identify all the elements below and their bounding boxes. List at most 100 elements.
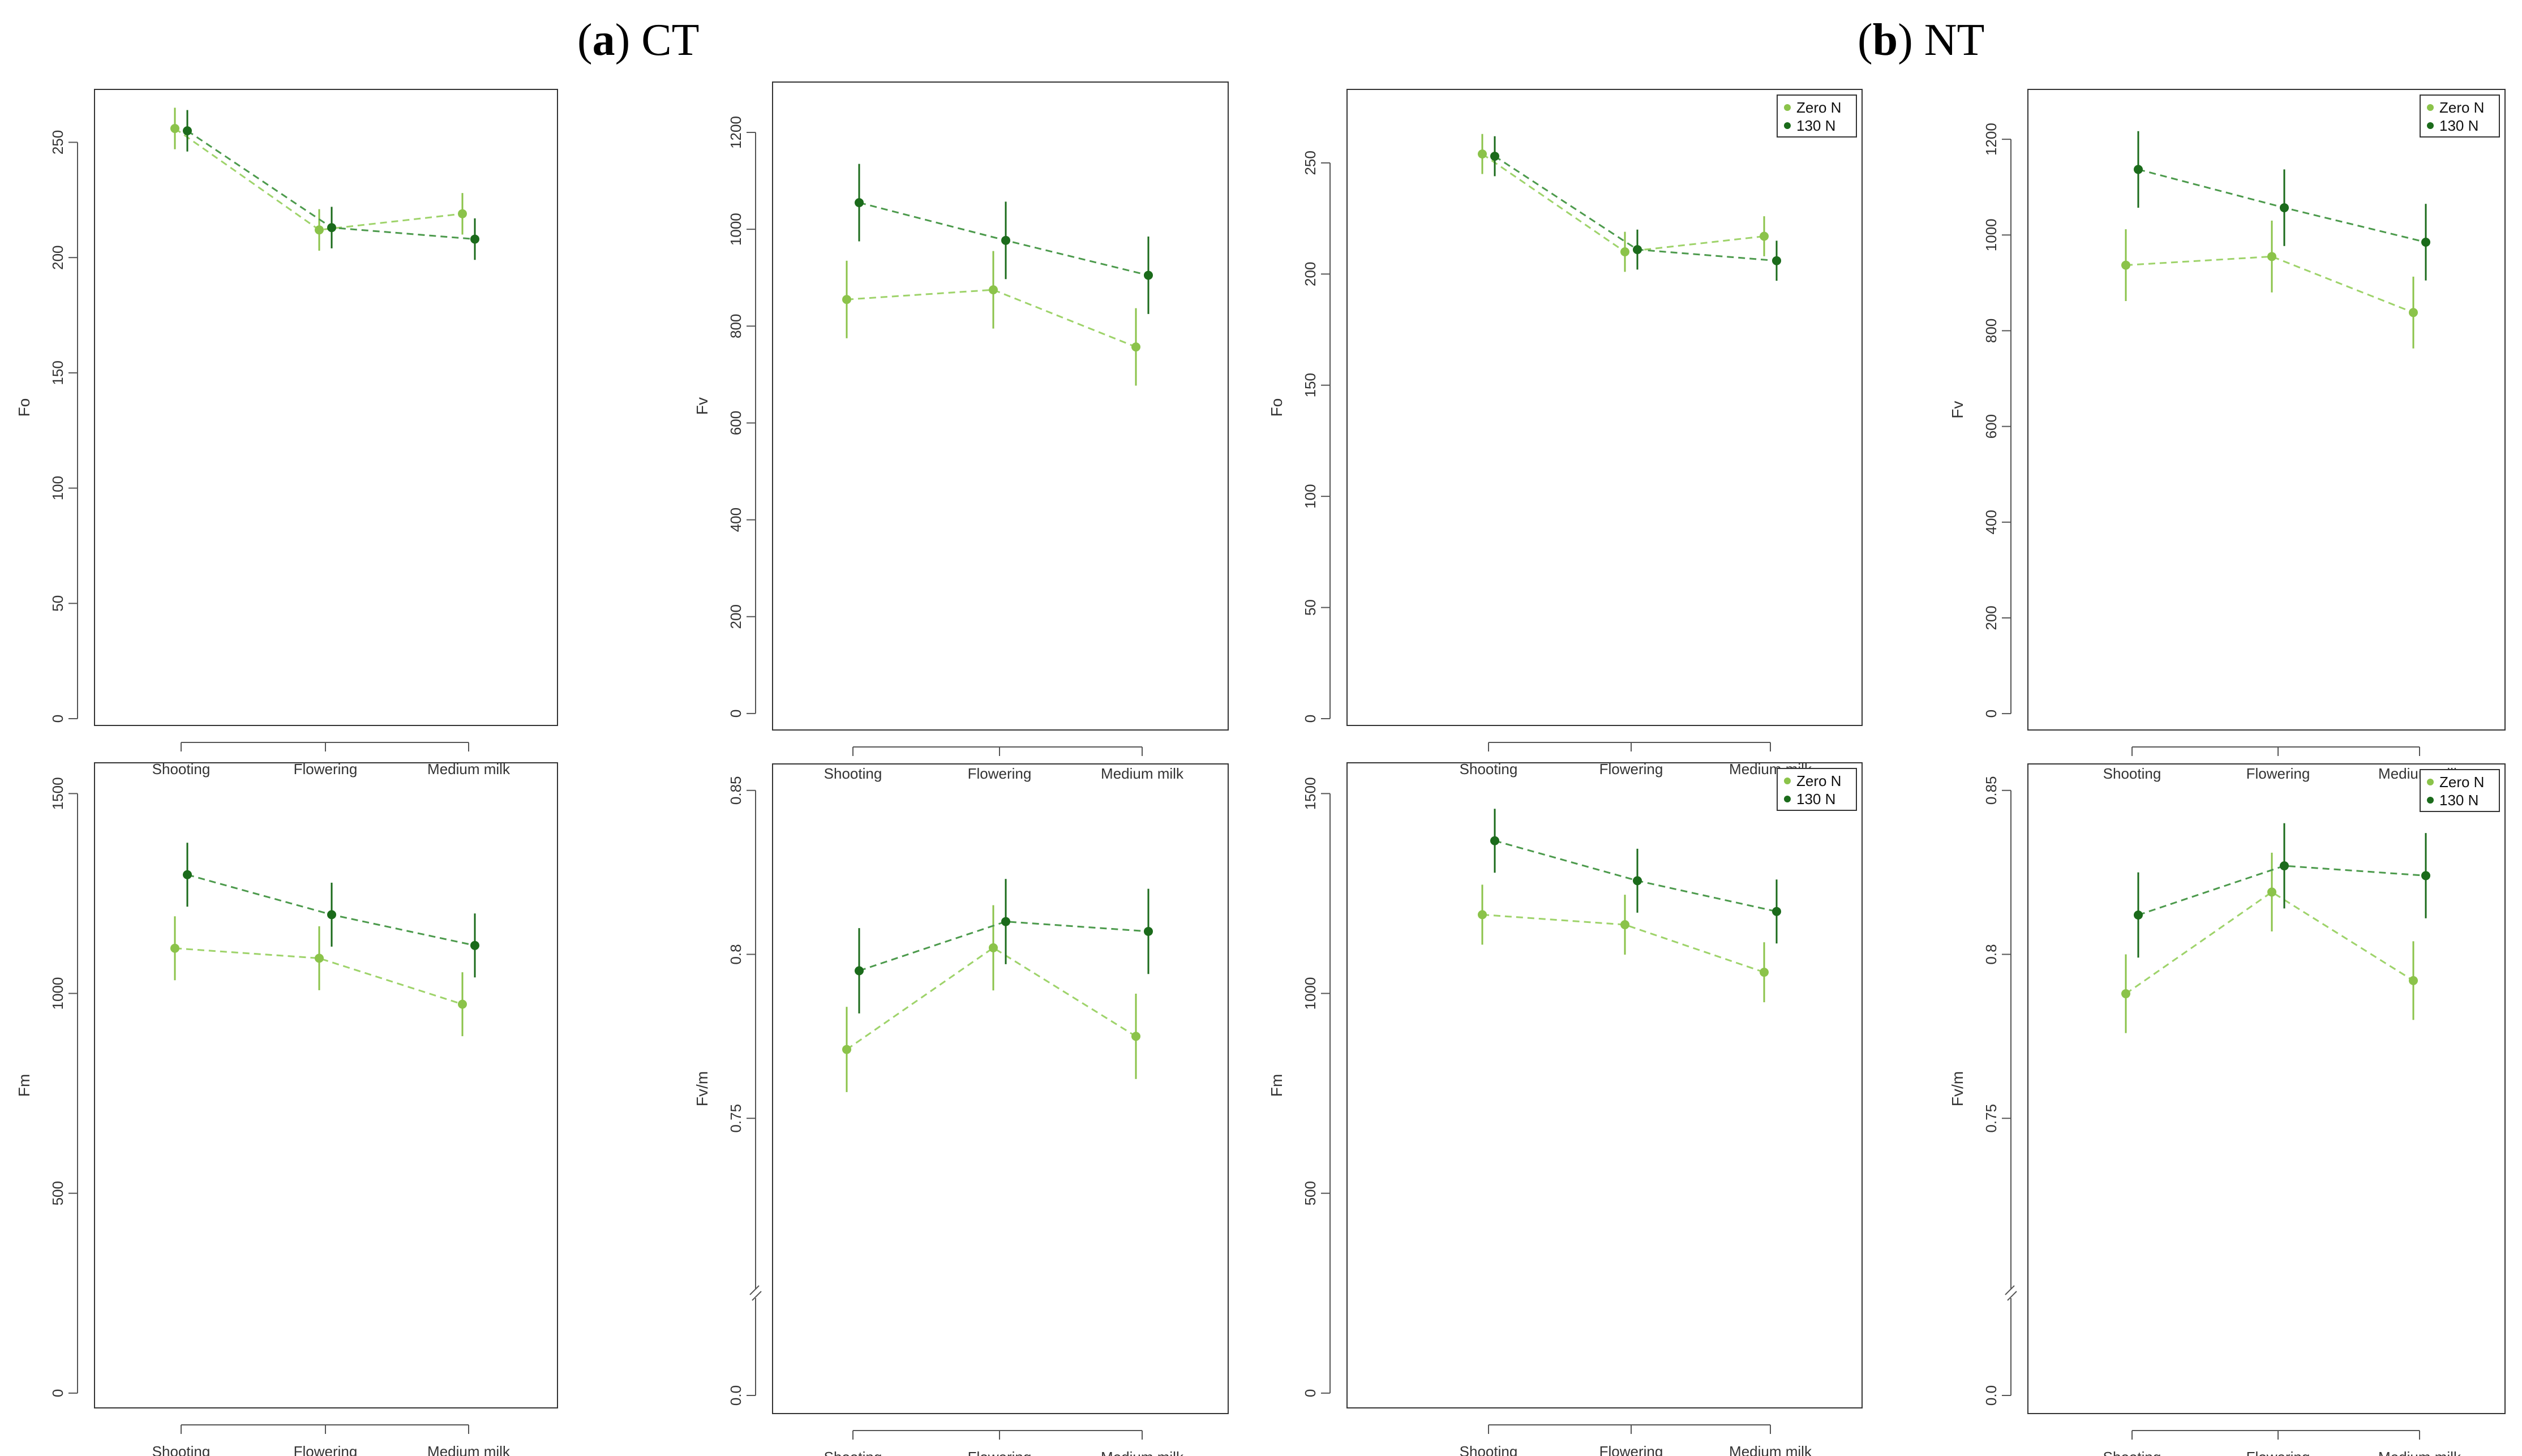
data-point <box>1633 876 1642 886</box>
data-point <box>1620 247 1629 256</box>
series-line-zero-n <box>2125 255 2414 313</box>
legend-marker <box>2427 797 2434 804</box>
data-point <box>327 910 336 920</box>
y-tick-label: 200 <box>1302 262 1319 286</box>
chart-7: 0 500 1000 1500 Fm Shooting Flowering Medium mi… <box>1268 762 1863 1456</box>
legend-box <box>1777 95 1857 138</box>
data-point <box>1772 256 1781 265</box>
y-tick-label: 100 <box>49 476 66 500</box>
data-point <box>989 285 998 295</box>
x-tick-label: Shooting <box>824 765 882 782</box>
y-tick-label: 800 <box>727 314 744 338</box>
data-point <box>170 943 179 953</box>
y-axis-label: Fo <box>15 398 33 417</box>
y-tick-label: 150 <box>1302 373 1319 397</box>
data-point <box>1633 245 1642 255</box>
data-point <box>470 234 479 244</box>
y-tick-label: 600 <box>727 411 744 435</box>
charts-container: 0 50 100 150 200 250 Fo Shooting Flowering Medium… <box>15 81 2506 1456</box>
data-point <box>2409 976 2418 985</box>
data-point <box>458 999 467 1009</box>
plot-frame <box>2027 763 2506 1414</box>
data-point <box>170 124 179 134</box>
data-point <box>327 223 336 233</box>
plot-frame <box>1346 762 1863 1408</box>
y-tick-label: 0 <box>49 715 66 723</box>
y-tick-label: 200 <box>727 604 744 629</box>
legend-label: 130 N <box>1796 117 1835 134</box>
data-point <box>1001 235 1010 245</box>
y-tick-label: 500 <box>1302 1181 1319 1205</box>
y-tick-label: 150 <box>49 360 66 385</box>
x-tick-label: Shooting <box>1460 1443 1518 1456</box>
data-point <box>1478 910 1487 920</box>
plot-frame <box>94 89 558 726</box>
series-line-130-n <box>2138 865 2426 916</box>
data-point <box>2280 203 2289 213</box>
series-line-zero-n <box>1482 913 1765 973</box>
data-point <box>2121 260 2130 270</box>
y-tick-label: 400 <box>727 508 744 532</box>
data-point <box>458 209 467 218</box>
y-tick-label: 600 <box>1983 414 2000 439</box>
panel-b-title: (b) NT <box>1858 15 1984 65</box>
x-tick-label: Shooting <box>2103 765 2161 782</box>
y-tick-label: 0.0 <box>727 1385 744 1406</box>
data-point <box>1620 920 1629 930</box>
plot-frame <box>772 763 1229 1414</box>
legend-marker <box>2427 122 2434 129</box>
data-point <box>1478 149 1487 159</box>
y-axis-label: Fv/m <box>1949 1071 1966 1106</box>
data-point <box>2267 887 2276 897</box>
y-axis-label: Fo <box>1268 398 1285 417</box>
data-point <box>2134 165 2143 174</box>
y-tick-label: 0.8 <box>727 944 744 964</box>
y-axis-label: Fm <box>1268 1074 1285 1097</box>
data-point <box>1131 1032 1140 1041</box>
x-tick-label: Medium milk <box>427 1443 511 1456</box>
y-tick-label: 0 <box>1302 1389 1319 1397</box>
y-tick-label: 250 <box>49 130 66 154</box>
x-tick-label: Medium milk <box>1101 765 1184 782</box>
data-point <box>1772 907 1781 916</box>
data-point <box>2267 252 2276 261</box>
data-point <box>1001 917 1010 926</box>
panel-a-title: (a) CT <box>577 15 700 65</box>
y-axis-label: Fv <box>1949 401 1966 418</box>
data-point <box>1144 270 1153 280</box>
y-tick-label: 1200 <box>727 116 744 149</box>
panel-a-letter: a <box>593 15 615 65</box>
y-tick-label: 0.0 <box>1983 1385 2000 1406</box>
y-tick-label: 1200 <box>1983 123 2000 156</box>
data-point <box>855 966 864 976</box>
data-point <box>1131 342 1140 352</box>
panel-b-letter: b <box>1873 15 1898 65</box>
data-point <box>183 870 192 879</box>
y-tick-label: 0.8 <box>1983 944 2000 964</box>
legend-label: 130 N <box>1796 791 1835 808</box>
legend-marker <box>1784 104 1791 111</box>
x-tick-label: Medium milk <box>1101 1449 1184 1456</box>
y-tick-label: 200 <box>49 245 66 269</box>
x-tick-label: Flowering <box>1599 1443 1663 1456</box>
x-tick-label: Flowering <box>968 765 1032 782</box>
x-tick-label: Shooting <box>2103 1449 2161 1456</box>
legend-box <box>1777 768 1857 811</box>
series-line-zero-n <box>846 947 1136 1050</box>
y-axis-label: Fv <box>693 397 711 415</box>
data-point <box>183 126 192 136</box>
y-axis-label: Fv/m <box>693 1071 711 1106</box>
legend-label: Zero N <box>2439 99 2484 116</box>
plot-frame <box>1346 89 1863 726</box>
y-tick-label: 0.85 <box>727 776 744 805</box>
legend-marker <box>1784 122 1791 129</box>
y-tick-label: 400 <box>1983 510 2000 534</box>
y-tick-label: 1000 <box>1302 977 1319 1010</box>
y-tick-label: 1000 <box>1983 218 2000 251</box>
data-point <box>315 225 324 235</box>
series-line-130-n <box>1494 840 1777 913</box>
data-point <box>842 1045 851 1054</box>
y-tick-label: 200 <box>1983 605 2000 630</box>
y-axis-label: Fm <box>15 1074 33 1097</box>
